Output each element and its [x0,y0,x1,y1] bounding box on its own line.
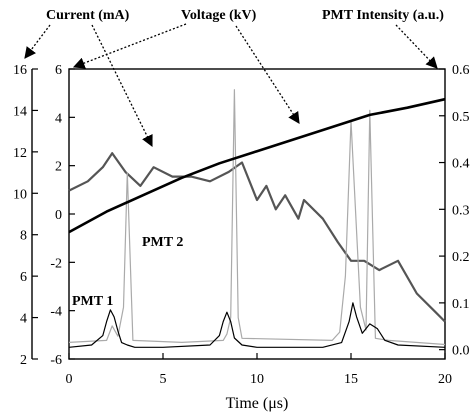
time-axis-ticks: 0 5 10 15 20 [66,353,452,387]
series-line-pmt-1 [68,302,446,348]
arrow-current-left [24,24,51,59]
current-tick-label: 16 [13,63,27,78]
pmt-tick-label: 0.6 [452,63,470,78]
pmt-tick-label: 0.3 [452,203,470,218]
current-tick-label: 2 [20,353,27,368]
current-tick-label: 8 [20,229,27,244]
voltage-tick-label: 0 [55,208,62,223]
voltage-annotation: Voltage (kV) [181,8,257,23]
pmt1-annotation: PMT 1 [72,294,113,309]
x-tick-label: 0 [66,372,73,387]
x-tick-label: 15 [344,372,358,387]
series-layer [68,89,446,348]
pmt-tick-label: 0.0 [452,344,470,359]
voltage-tick-label: 4 [55,111,62,126]
current-tick-label: 14 [13,104,27,119]
voltage-tick-label: 2 [55,160,62,175]
pmt2-annotation: PMT 2 [142,235,183,250]
series-line-current [68,89,446,346]
pmt-intensity-annotation: PMT Intensity (a.u.) [322,8,444,23]
x-tick-label: 10 [250,372,264,387]
pmt-tick-label: 0.5 [452,110,470,125]
voltage-tick-label: -4 [50,305,62,320]
voltage-axis-ticks: -6 -4 -2 0 2 4 6 [50,63,75,368]
series-line-voltage [68,97,446,234]
current-tick-label: 4 [20,312,27,327]
arrow-pmt-right [395,24,438,69]
pmt-tick-label: 0.4 [452,157,470,172]
x-axis-label: Time (μs) [226,395,289,412]
arrow-voltage-curve [235,25,300,124]
current-axis-ticks: 2 4 6 8 10 12 14 16 [13,63,38,368]
pmt-tick-label: 0.1 [452,297,470,312]
pmt-tick-label: 0.2 [452,250,470,265]
x-tick-label: 20 [438,372,452,387]
current-tick-label: 10 [13,187,27,202]
arrow-voltage-left [72,23,187,69]
voltage-tick-label: 6 [55,63,62,78]
x-tick-label: 5 [160,372,167,387]
arrow-current-curve [91,24,153,148]
current-tick-label: 6 [20,270,27,285]
pmt-axis-ticks: 0.0 0.1 0.2 0.3 0.4 0.5 0.6 [439,63,470,359]
current-tick-label: 12 [13,146,27,161]
voltage-tick-label: -2 [50,256,62,271]
voltage-tick-label: -6 [50,353,62,368]
current-annotation: Current (mA) [46,8,130,23]
